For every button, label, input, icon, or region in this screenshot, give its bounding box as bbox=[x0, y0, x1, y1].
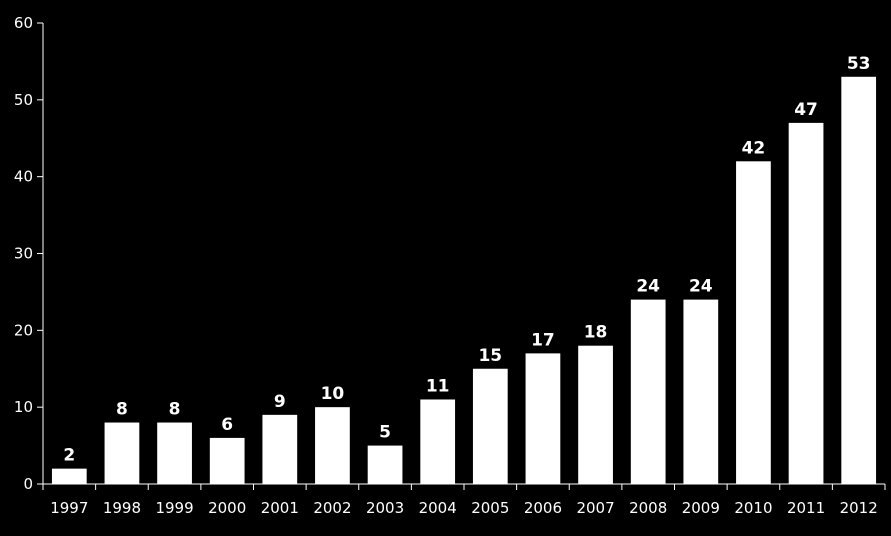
y-tick-label: 60 bbox=[14, 14, 33, 32]
data-label-2000: 6 bbox=[221, 415, 233, 435]
x-tick-label-2008: 2008 bbox=[629, 499, 667, 517]
x-tick-label-2002: 2002 bbox=[313, 499, 351, 517]
data-label-2003: 5 bbox=[379, 423, 391, 443]
y-axis: 0 10 20 30 40 50 60 bbox=[14, 14, 44, 493]
x-tick-label-1999: 1999 bbox=[155, 499, 193, 517]
x-tick-label-2005: 2005 bbox=[471, 499, 509, 517]
bar-2001 bbox=[262, 414, 298, 484]
bar-1999 bbox=[157, 422, 192, 484]
x-tick-label-2006: 2006 bbox=[524, 499, 562, 517]
data-label-2002: 10 bbox=[321, 384, 345, 404]
bar-2002 bbox=[315, 407, 350, 484]
x-tick-label-1998: 1998 bbox=[103, 499, 141, 517]
x-tick-label-2009: 2009 bbox=[682, 499, 720, 517]
x-tick-label-2012: 2012 bbox=[840, 499, 878, 517]
x-tick-label-2003: 2003 bbox=[366, 499, 404, 517]
bar-1997 bbox=[51, 468, 87, 484]
bar-2005 bbox=[472, 368, 508, 484]
data-label-2004: 11 bbox=[426, 376, 450, 396]
data-label-1997: 2 bbox=[63, 446, 75, 466]
bar-2009 bbox=[683, 299, 719, 484]
bar-2003 bbox=[367, 445, 403, 484]
data-label-2012: 53 bbox=[847, 54, 871, 74]
x-tick-label-1997: 1997 bbox=[50, 499, 88, 517]
x-tick-label-2000: 2000 bbox=[208, 499, 246, 517]
data-label-2010: 42 bbox=[742, 138, 766, 158]
data-label-2011: 47 bbox=[794, 100, 818, 120]
x-tick-label-2007: 2007 bbox=[576, 499, 614, 517]
bars bbox=[51, 76, 877, 485]
y-tick-label: 40 bbox=[14, 168, 33, 186]
bar-2010 bbox=[736, 161, 771, 485]
bar-2000 bbox=[209, 437, 245, 484]
y-tick-label: 50 bbox=[14, 91, 33, 109]
data-label-1998: 8 bbox=[116, 400, 128, 420]
x-tick-label-2011: 2011 bbox=[787, 499, 825, 517]
x-tick-label-2004: 2004 bbox=[419, 499, 457, 517]
bar-2007 bbox=[578, 345, 613, 484]
data-label-2009: 24 bbox=[689, 277, 713, 297]
bar-2006 bbox=[525, 353, 561, 484]
data-label-2005: 15 bbox=[478, 346, 502, 366]
y-tick-label: 0 bbox=[23, 475, 33, 493]
data-label-2001: 9 bbox=[274, 392, 286, 412]
bar-1998 bbox=[104, 422, 140, 484]
y-tick-label: 10 bbox=[14, 398, 33, 416]
data-label-2008: 24 bbox=[636, 277, 660, 297]
bar-2011 bbox=[788, 122, 824, 484]
bar-2004 bbox=[420, 399, 456, 484]
x-tick-label-2001: 2001 bbox=[261, 499, 299, 517]
bar-2012 bbox=[841, 76, 877, 485]
data-label-2007: 18 bbox=[584, 323, 608, 343]
bar-2008 bbox=[630, 299, 666, 484]
x-axis: 1997 1998 1999 2000 2001 2002 2003 2004 2005 2006… bbox=[42, 483, 886, 517]
x-tick-label-2010: 2010 bbox=[734, 499, 772, 517]
y-tick-label: 20 bbox=[14, 321, 33, 339]
y-tick-label: 30 bbox=[14, 245, 33, 263]
data-labels: 2 8 8 6 9 10 5 11 15 17 18 24 24 42 47 53 bbox=[63, 54, 870, 466]
data-label-2006: 17 bbox=[531, 330, 555, 350]
data-label-1999: 8 bbox=[169, 400, 181, 420]
